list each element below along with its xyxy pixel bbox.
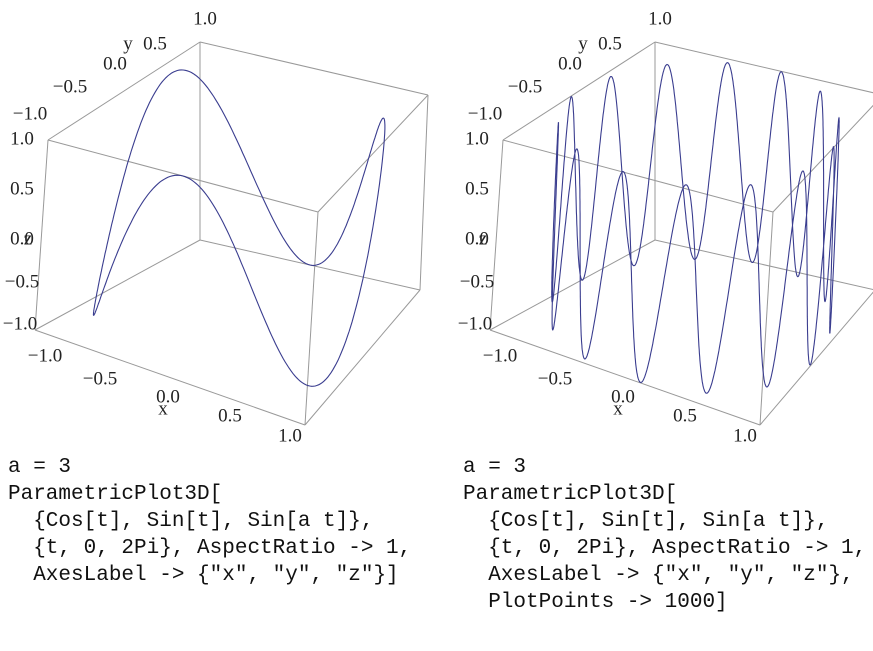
x-tick-label: 0.0 (156, 386, 180, 407)
z-tick-label: −1.0 (3, 313, 37, 334)
y-tick-label: 0.0 (103, 53, 127, 74)
box-edge (489, 329, 761, 426)
x-axis-label: x (613, 398, 623, 419)
z-tick-label: −1.0 (458, 313, 492, 334)
y-tick-label: −0.5 (508, 76, 542, 97)
box-edge (47, 41, 201, 141)
z-axis-label: z (24, 228, 32, 249)
box-edge (34, 139, 49, 331)
code-line: a = 3 (463, 456, 526, 479)
x-tick-label: −0.5 (538, 368, 572, 389)
code-line: PlotPoints -> 1000] (463, 591, 728, 614)
z-tick-label: 1.0 (10, 128, 34, 149)
y-tick-label: 0.5 (143, 33, 167, 54)
z-tick-label: 0.0 (465, 228, 489, 249)
x-tick-label: 0.0 (611, 386, 635, 407)
box-edge (759, 211, 774, 426)
code-line: AxesLabel -> {"x", "y", "z"}] (8, 564, 399, 587)
curve (551, 62, 840, 394)
z-tick-label: 0.5 (465, 178, 489, 199)
code-line: a = 3 (8, 456, 71, 479)
y-tick-label: 0.5 (598, 33, 622, 54)
y-tick-label: 1.0 (193, 8, 217, 29)
y-tick-label: −1.0 (468, 103, 502, 124)
curve (92, 69, 386, 387)
box-edge (502, 41, 656, 141)
box-edge (654, 41, 873, 94)
box-edge (654, 239, 873, 291)
x-axis-label: x (158, 398, 168, 419)
y-tick-label: 1.0 (648, 8, 672, 29)
box-edge (317, 94, 429, 213)
box-edge (199, 41, 429, 96)
box-edge (489, 139, 504, 331)
code-line: {Cos[t], Sin[t], Sin[a t]}, (463, 510, 828, 533)
y-tick-label: −0.5 (53, 76, 87, 97)
box-edge (34, 329, 306, 426)
y-axis-label: y (578, 33, 588, 54)
plot-panel: 1.0 0.5 0.0 −0.5 −1.0 −1.0 −0.5 0.0 0.5 1.0 −1.0 −0… (3, 8, 429, 587)
box-edge (34, 239, 201, 331)
z-tick-label: 0.0 (10, 228, 34, 249)
box-edge (304, 289, 421, 426)
x-tick-label: 0.5 (218, 405, 242, 426)
plot-panel: 1.0 0.5 0.0 −0.5 −1.0 −1.0 −0.5 0.0 0.5 1.0 −1.0 −0… (458, 8, 873, 614)
code-line: {t, 0, 2Pi}, AspectRatio -> 1, (463, 537, 866, 560)
x-tick-label: 0.5 (673, 405, 697, 426)
y-tick-label: 0.0 (558, 53, 582, 74)
box-edge (419, 94, 429, 291)
z-axis-label: z (479, 228, 487, 249)
x-tick-label: −0.5 (83, 368, 117, 389)
code-line: ParametricPlot3D[ (463, 483, 677, 506)
box-edge (502, 139, 774, 213)
x-tick-label: 1.0 (278, 425, 302, 446)
box-edge (759, 291, 873, 426)
code-line: AxesLabel -> {"x", "y", "z"}, (463, 564, 854, 587)
z-tick-label: 0.5 (10, 178, 34, 199)
x-tick-label: −1.0 (28, 345, 62, 366)
box-edge (489, 239, 656, 331)
z-tick-label: −0.5 (460, 271, 494, 292)
x-tick-label: 1.0 (733, 425, 757, 446)
z-tick-label: 1.0 (465, 128, 489, 149)
box-edge (304, 211, 319, 426)
x-tick-label: −1.0 (483, 345, 517, 366)
y-tick-label: −1.0 (13, 103, 47, 124)
y-axis-label: y (123, 33, 133, 54)
code-line: {Cos[t], Sin[t], Sin[a t]}, (8, 510, 373, 533)
code-line: {t, 0, 2Pi}, AspectRatio -> 1, (8, 537, 411, 560)
code-line: ParametricPlot3D[ (8, 483, 222, 506)
z-tick-label: −0.5 (5, 271, 39, 292)
